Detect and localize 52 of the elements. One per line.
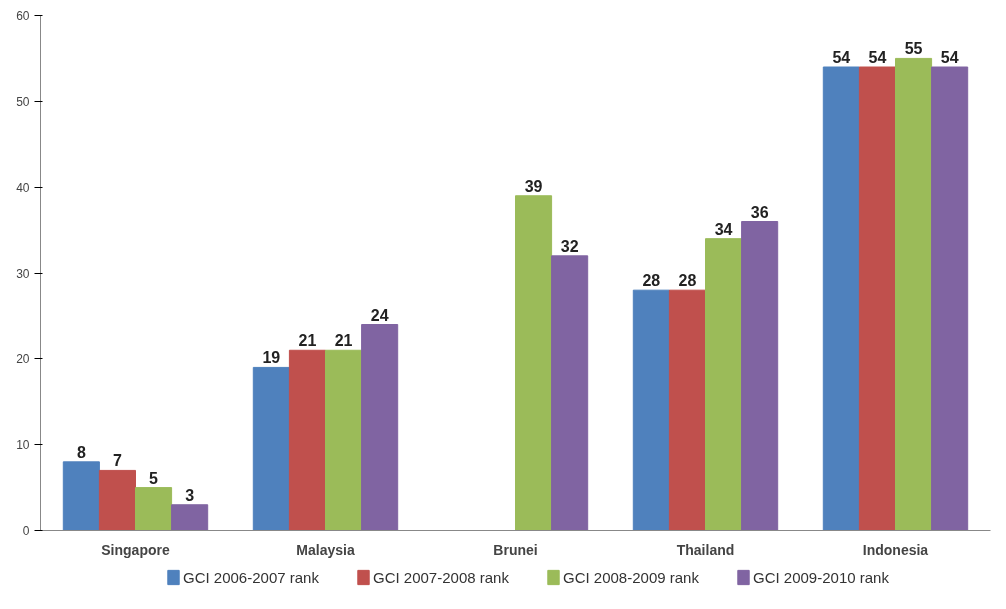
data-label: 55: [904, 40, 923, 58]
data-label: 36: [750, 203, 769, 221]
y-tick-label: 60: [16, 9, 30, 23]
bar: [171, 504, 209, 531]
bar: [361, 324, 399, 531]
data-label: 3: [185, 486, 195, 504]
x-tick-label: Brunei: [493, 541, 538, 558]
legend-label: GCI 2006-2007 rank: [183, 569, 320, 586]
legend-label: GCI 2007-2008 rank: [373, 569, 510, 586]
data-label: 34: [714, 220, 733, 238]
bar: [62, 461, 100, 531]
data-label: 8: [76, 443, 86, 461]
bar: [252, 366, 290, 531]
data-label: 28: [642, 272, 661, 290]
y-tick-label: 30: [16, 266, 30, 281]
y-tick-label: 40: [16, 180, 30, 195]
bar: [98, 469, 136, 531]
y-tick-label: 50: [16, 94, 30, 109]
y-tick-label: 20: [16, 352, 30, 367]
x-tick-label: Malaysia: [296, 541, 355, 558]
legend-label: GCI 2009-2010 rank: [753, 569, 890, 586]
bar: [705, 238, 743, 531]
y-tick-label: 0: [22, 524, 30, 538]
data-label: 5: [149, 469, 159, 487]
bar: [288, 349, 326, 531]
data-label: 19: [262, 349, 281, 367]
bar: [515, 195, 553, 531]
bar: [632, 289, 670, 531]
data-label: 54: [832, 49, 851, 66]
x-tick-label: Indonesia: [862, 541, 929, 558]
data-label: 54: [940, 49, 959, 66]
bar: [931, 66, 969, 531]
data-label: 21: [334, 332, 353, 350]
bar: [551, 255, 589, 531]
bar: [858, 66, 896, 531]
data-label: 24: [370, 306, 389, 324]
bar: [325, 349, 363, 531]
data-label: 54: [868, 49, 887, 66]
x-tick-label: Singapore: [101, 541, 170, 558]
data-label: 21: [298, 332, 317, 350]
data-label: 28: [678, 272, 697, 290]
bar: [741, 221, 779, 531]
bar: [668, 289, 706, 531]
data-label: 32: [560, 237, 579, 255]
data-label: 7: [113, 452, 122, 470]
y-tick-label: 10: [16, 438, 30, 453]
legend-label: GCI 2008-2009 rank: [563, 569, 700, 586]
x-tick-label: Thailand: [676, 541, 735, 558]
bar: [895, 57, 933, 531]
data-label: 39: [524, 177, 543, 195]
bar: [135, 487, 173, 531]
bar: [822, 66, 860, 531]
